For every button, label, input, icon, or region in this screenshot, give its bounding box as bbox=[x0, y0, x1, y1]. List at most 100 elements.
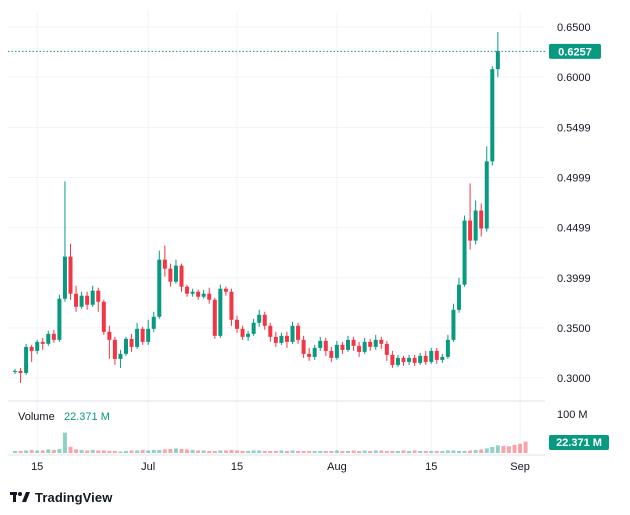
candle-body bbox=[251, 322, 256, 334]
volume-bar bbox=[68, 446, 73, 453]
candle bbox=[246, 330, 251, 341]
candle bbox=[329, 346, 334, 362]
volume-bar bbox=[479, 449, 484, 453]
volume-badge: 22.371 M bbox=[549, 435, 609, 450]
candle-body bbox=[235, 319, 239, 329]
volume-bar bbox=[434, 450, 439, 453]
volume-bar bbox=[13, 450, 17, 453]
candle bbox=[190, 288, 195, 297]
volume-bar bbox=[112, 450, 117, 453]
volume-bar bbox=[201, 450, 206, 453]
candle-body bbox=[434, 350, 439, 360]
candle-body bbox=[74, 293, 79, 307]
volume-title: Volume bbox=[18, 411, 55, 423]
candle bbox=[146, 319, 151, 345]
candle bbox=[268, 322, 273, 342]
candle bbox=[251, 318, 256, 336]
candle-body bbox=[462, 220, 467, 285]
volume-bar bbox=[334, 450, 339, 453]
volume-bar bbox=[362, 450, 367, 453]
candle-body bbox=[262, 314, 267, 326]
candle bbox=[212, 297, 217, 339]
candle bbox=[323, 337, 328, 356]
candle bbox=[284, 331, 289, 348]
candle-body bbox=[390, 354, 395, 365]
candle bbox=[346, 335, 350, 352]
candle bbox=[373, 334, 378, 350]
candle-body bbox=[312, 347, 317, 357]
candle bbox=[412, 354, 417, 366]
candle bbox=[29, 344, 34, 362]
volume-bar bbox=[246, 450, 251, 453]
candle bbox=[468, 183, 473, 250]
candle bbox=[124, 336, 128, 356]
volume-bar bbox=[284, 450, 289, 453]
volume-bar bbox=[473, 449, 478, 453]
candle-body bbox=[279, 335, 284, 343]
candle-body bbox=[212, 299, 217, 336]
volume-bar bbox=[24, 450, 29, 453]
volume-bar bbox=[179, 448, 184, 453]
volume-bar bbox=[462, 450, 467, 453]
candle-body bbox=[473, 210, 478, 241]
candle bbox=[140, 326, 145, 345]
volume-bar bbox=[85, 450, 90, 453]
volume-bar bbox=[307, 450, 312, 453]
candle-body bbox=[340, 344, 345, 350]
price-tick-label: 0.3500 bbox=[557, 323, 591, 335]
candle bbox=[457, 277, 461, 313]
candle-body bbox=[334, 344, 339, 358]
candle bbox=[35, 339, 40, 354]
candle-body bbox=[240, 328, 245, 337]
candle-body bbox=[46, 333, 51, 344]
candle-body bbox=[373, 339, 378, 347]
price-axis[interactable]: 0.6500 0.6000 0.5499 0.4999 0.4499 0.3999 0.35… bbox=[557, 22, 591, 385]
time-tick-label: 15 bbox=[425, 461, 437, 473]
volume-bar bbox=[240, 450, 245, 453]
candle-body bbox=[346, 339, 350, 350]
volume-bar bbox=[229, 449, 234, 453]
candle bbox=[229, 288, 234, 326]
volume-bar bbox=[346, 450, 350, 453]
price-tick-label: 0.4499 bbox=[557, 223, 591, 235]
volume-bar bbox=[312, 450, 317, 453]
volume-legend: Volume 22.371 M bbox=[18, 411, 110, 423]
tradingview-brand[interactable]: TradingView bbox=[10, 487, 112, 507]
candle bbox=[351, 336, 356, 351]
candle bbox=[235, 315, 239, 333]
candle-body bbox=[57, 298, 62, 340]
candle bbox=[112, 336, 117, 365]
candle-body bbox=[107, 331, 112, 340]
volume-bar bbox=[407, 450, 412, 453]
candle bbox=[340, 341, 345, 354]
candle bbox=[151, 311, 156, 332]
candle bbox=[479, 203, 484, 237]
candle-body bbox=[13, 370, 17, 372]
time-axis[interactable]: 15 Jul 15 Aug 15 Sep bbox=[31, 461, 530, 473]
volume-bar bbox=[29, 449, 34, 453]
volume-bar bbox=[279, 450, 284, 453]
volume-bar bbox=[340, 450, 345, 453]
candle bbox=[179, 263, 184, 292]
candle-body bbox=[268, 325, 273, 337]
candle bbox=[40, 337, 45, 350]
candle-body bbox=[162, 259, 167, 269]
volume-bar bbox=[168, 448, 173, 453]
volume-bar bbox=[212, 450, 217, 453]
volume-bar bbox=[351, 450, 356, 453]
candle bbox=[279, 332, 284, 345]
candle-body bbox=[40, 341, 45, 344]
candle-body bbox=[201, 293, 206, 297]
time-tick-label: 15 bbox=[231, 461, 243, 473]
volume-bar bbox=[90, 449, 95, 453]
volume-bar bbox=[484, 448, 489, 453]
volume-bar bbox=[395, 450, 400, 453]
candle-body bbox=[418, 355, 423, 363]
candle-body bbox=[168, 268, 173, 282]
candle bbox=[257, 309, 262, 327]
volume-bar bbox=[207, 450, 212, 453]
volume-bar bbox=[412, 450, 417, 453]
volume-bar bbox=[429, 450, 434, 453]
volume-bar bbox=[506, 446, 511, 453]
